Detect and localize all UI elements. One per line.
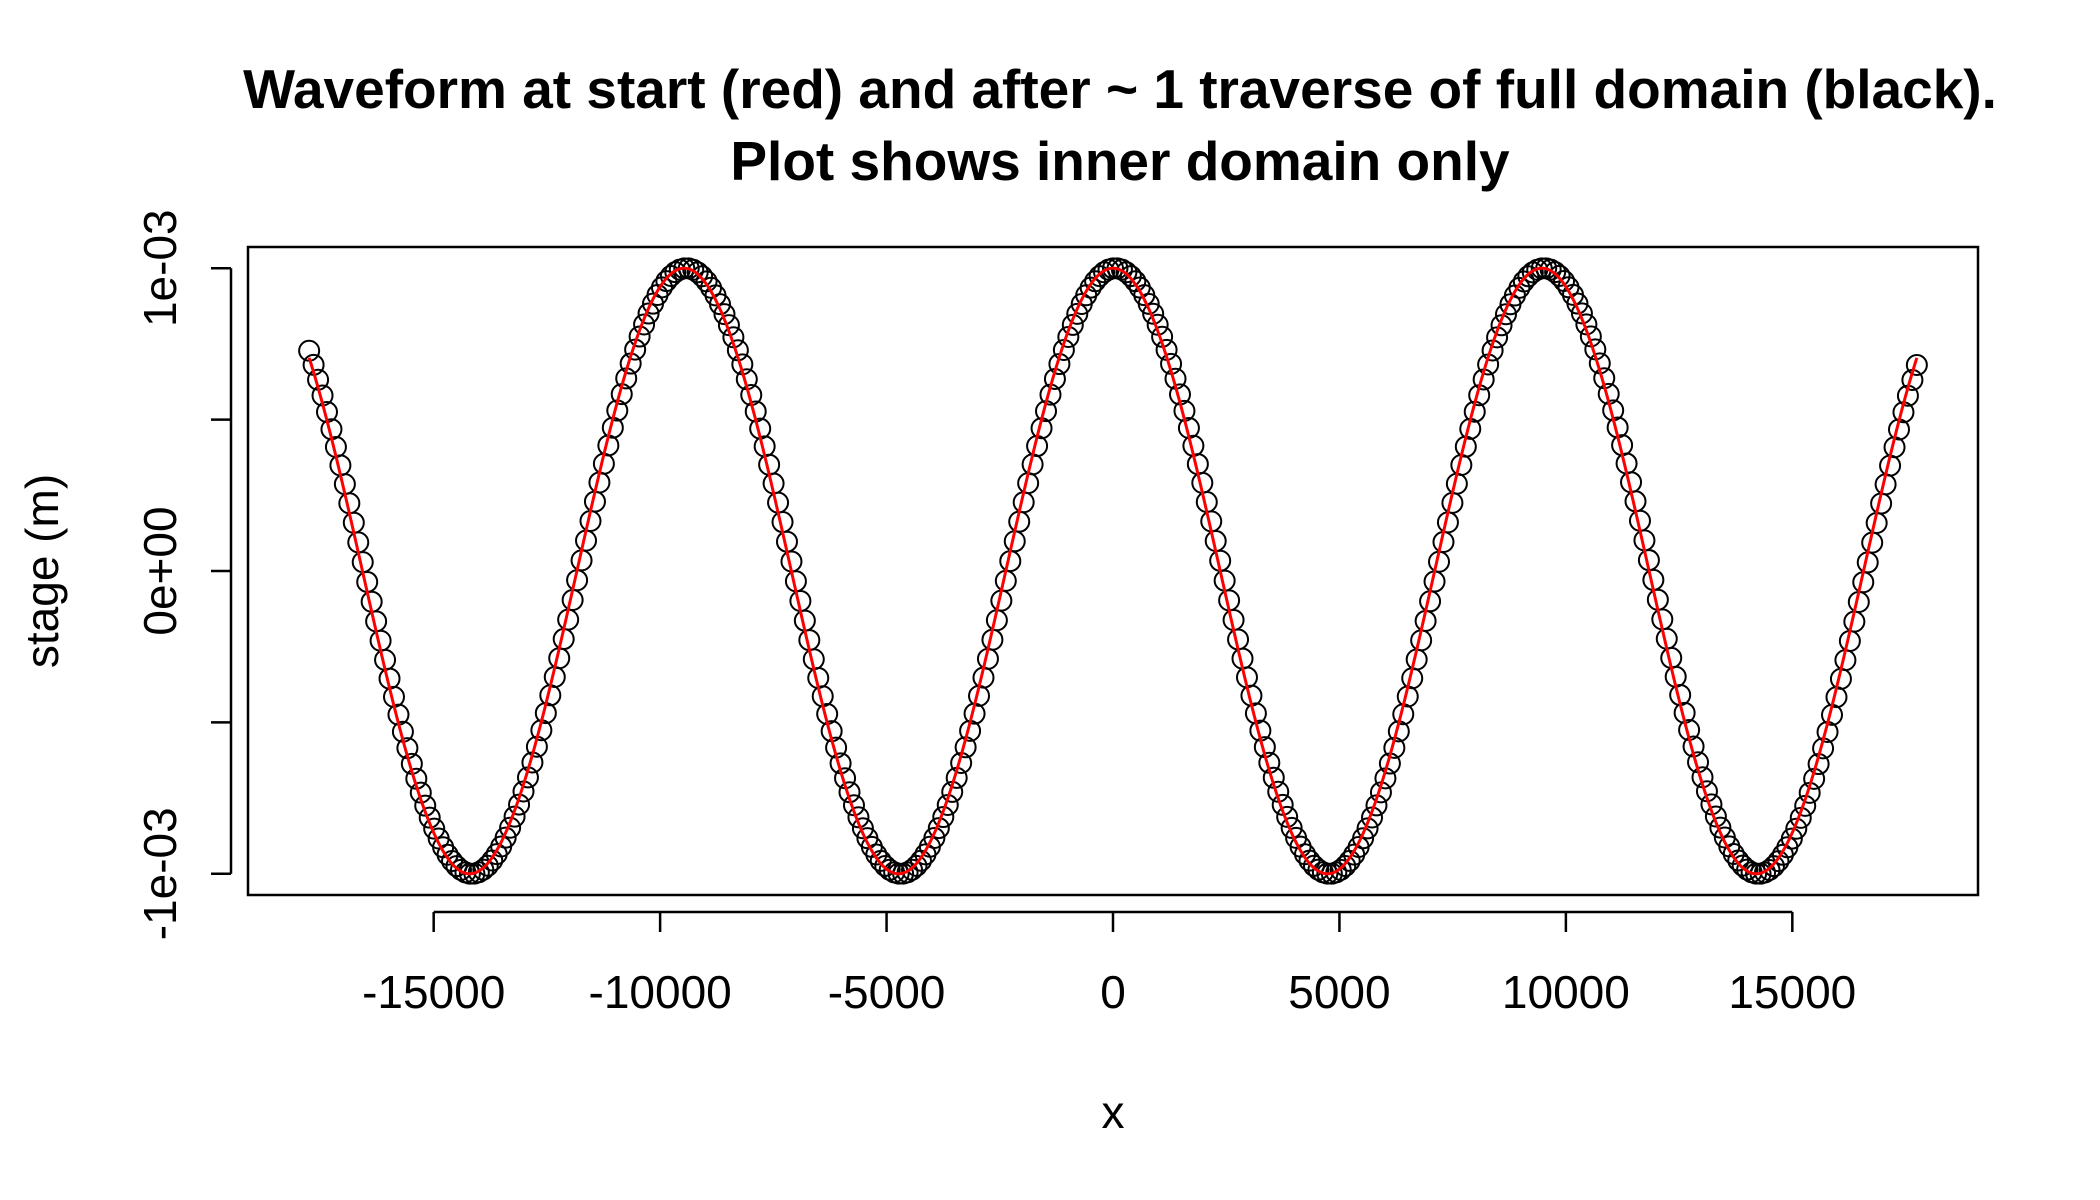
data-point-final: [927, 817, 950, 840]
data-point-final: [1490, 314, 1513, 337]
data-point-final: [1066, 302, 1089, 325]
y-tick-label: -1e-03: [134, 807, 186, 940]
data-point-final: [1495, 303, 1517, 326]
data-point-final: [847, 806, 870, 829]
data-point-final: [1280, 816, 1303, 839]
data-point-final: [298, 339, 321, 362]
x-tick-label: 10000: [1502, 966, 1630, 1018]
data-point-final: [1780, 827, 1803, 850]
data-point-final: [1905, 354, 1928, 377]
chart-title-line-2: Plot shows inner domain only: [730, 130, 1510, 192]
y-axis-label: stage (m): [16, 474, 68, 668]
data-point-final: [499, 816, 522, 839]
data-point-final: [637, 302, 660, 325]
data-point-final: [1137, 292, 1160, 315]
data-point-final: [441, 850, 464, 873]
y-tick-label: 0e+00: [134, 506, 186, 635]
data-point-final: [713, 303, 736, 326]
data-point-final: [655, 270, 678, 293]
x-tick-label: 5000: [1288, 966, 1390, 1018]
data-point-final: [1704, 805, 1727, 828]
data-point-final: [494, 826, 517, 849]
x-axis-label: x: [1102, 1086, 1125, 1138]
x-tick-label: -15000: [362, 966, 505, 1018]
data-point-final: [1061, 313, 1084, 336]
data-point-final: [1142, 302, 1165, 325]
data-point-final: [923, 826, 946, 849]
y-tick-label: 1e-03: [134, 209, 186, 327]
chart-title-line-1: Waveform at start (red) and after ~ 1 tr…: [243, 58, 1997, 120]
x-tick-label: -10000: [589, 966, 732, 1018]
data-point-final: [1352, 827, 1375, 850]
y-axis: -1e-03 0e+00 1e-03: [134, 209, 233, 940]
x-tick-label: 0: [1100, 966, 1126, 1018]
data-point-final: [1276, 805, 1299, 828]
data-point-final: [851, 817, 874, 840]
data-point-final: [709, 293, 731, 316]
plot-frame: [246, 245, 1980, 897]
x-tick-label: 15000: [1728, 966, 1856, 1018]
x-axis: -15000 -10000 -5000 0 5000 10000 15000: [362, 910, 1856, 1018]
data-point-final: [1785, 817, 1808, 840]
plot-area: [298, 257, 1928, 885]
series-line-initial: [307, 266, 1919, 876]
data-point-final: [1356, 817, 1379, 840]
data-point-final: [1329, 858, 1352, 881]
data-point-final: [1709, 816, 1732, 839]
data-point-final: [633, 313, 656, 336]
data-point-final: [1566, 292, 1589, 315]
data-point-final: [418, 806, 441, 829]
data-point-final: [1758, 858, 1781, 881]
data-point-final: [1570, 302, 1593, 325]
data-point-final: [423, 817, 446, 840]
x-tick-label: -5000: [828, 966, 946, 1018]
